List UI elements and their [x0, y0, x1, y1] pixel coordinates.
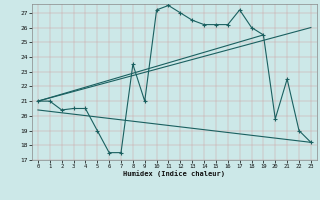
- X-axis label: Humidex (Indice chaleur): Humidex (Indice chaleur): [124, 171, 225, 177]
